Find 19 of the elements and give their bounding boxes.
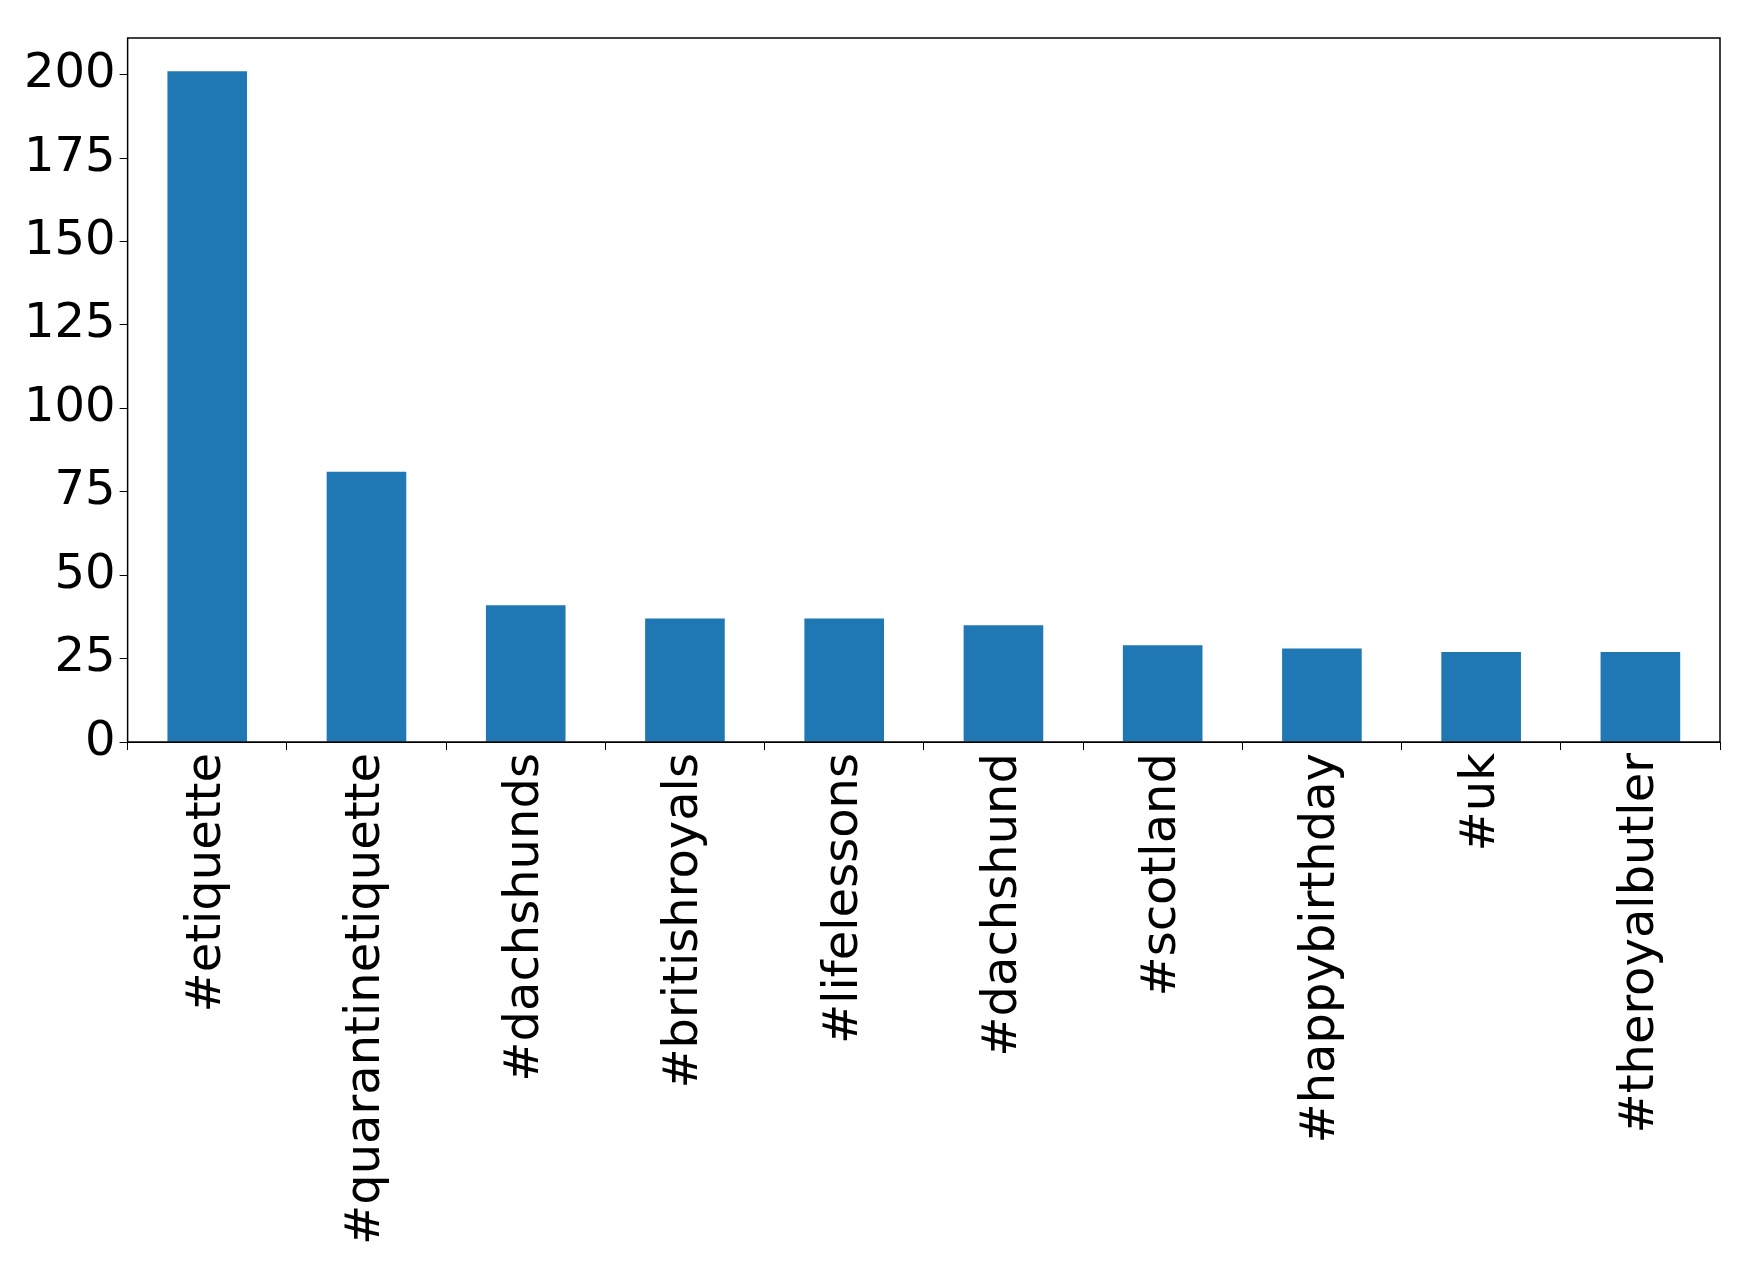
x-tick-label: #theroyalbutler [1607, 752, 1664, 1134]
x-tick-label: #britishroyals [652, 753, 709, 1089]
y-tick-label: 100 [23, 375, 116, 432]
x-tick-label: #quarantinetiquette [333, 753, 390, 1245]
x-tick-label: #lifelessons [811, 753, 868, 1045]
y-tick-label: 25 [54, 626, 116, 683]
y-tick-label: 175 [23, 125, 116, 182]
x-tick-label: #happybirthday [1289, 753, 1346, 1144]
x-tick-label: #dachshunds [493, 753, 550, 1082]
y-tick-label: 75 [54, 459, 116, 516]
x-tick-label: #dachshund [970, 753, 1027, 1057]
x-tick-label: #etiquette [174, 753, 231, 1013]
y-tick-label: 0 [85, 709, 116, 766]
y-tick-label: 50 [54, 542, 116, 599]
x-tick-label: #scotland [1130, 753, 1187, 997]
y-tick-label: 150 [23, 209, 116, 266]
y-tick-label: 200 [23, 42, 116, 99]
x-tick-label: #uk [1448, 752, 1505, 852]
y-tick-label: 125 [23, 292, 116, 349]
